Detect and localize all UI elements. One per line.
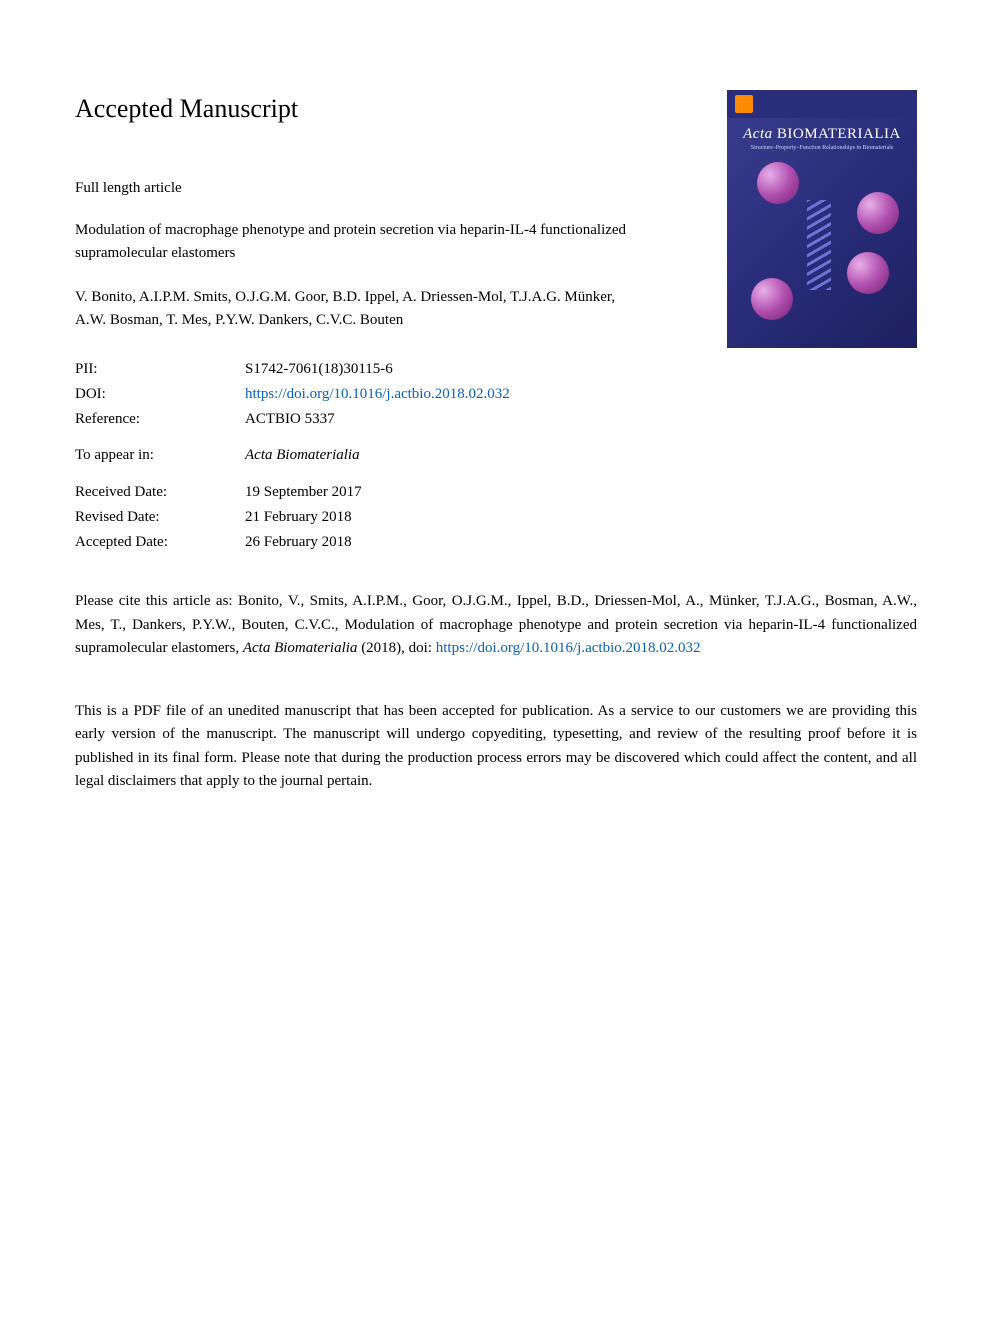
cover-journal-name: Acta BIOMATERIALIA <box>727 126 917 143</box>
meta-value-journal: Acta Biomaterialia <box>245 443 635 468</box>
article-authors: V. Bonito, A.I.P.M. Smits, O.J.G.M. Goor… <box>75 286 635 331</box>
cover-name-part1: Acta <box>743 126 773 142</box>
meta-value: 26 February 2018 <box>245 530 635 555</box>
meta-label: Accepted Date: <box>75 530 245 555</box>
meta-label: Reference: <box>75 407 245 432</box>
article-metadata-block: Full length article Modulation of macrop… <box>75 180 635 554</box>
meta-row-received: Received Date: 19 September 2017 <box>75 480 635 505</box>
disclaimer-text: This is a PDF file of an unedited manusc… <box>75 700 917 793</box>
meta-row-accepted: Accepted Date: 26 February 2018 <box>75 530 635 555</box>
meta-value: ACTBIO 5337 <box>245 407 635 432</box>
journal-cover-thumbnail: Acta BIOMATERIALIA Structure–Property–Fu… <box>727 90 917 348</box>
meta-label: PII: <box>75 357 245 382</box>
publisher-logo-icon <box>735 95 753 113</box>
cover-subtitle: Structure–Property–Function Relationship… <box>727 145 917 151</box>
meta-label: To appear in: <box>75 443 245 468</box>
meta-row-appear: To appear in: Acta Biomaterialia <box>75 443 635 468</box>
meta-row-doi: DOI: https://doi.org/10.1016/j.actbio.20… <box>75 382 635 407</box>
meta-label: Received Date: <box>75 480 245 505</box>
citation-year: (2018), doi: <box>357 640 435 656</box>
meta-row-revised: Revised Date: 21 February 2018 <box>75 505 635 530</box>
meta-label: DOI: <box>75 382 245 407</box>
cover-sphere-icon <box>751 278 793 320</box>
document-title: Accepted Manuscript <box>75 94 298 124</box>
meta-value: S1742-7061(18)30115-6 <box>245 357 635 382</box>
citation-journal: Acta Biomaterialia <box>243 640 358 656</box>
cover-name-part2: BIOMATERIALIA <box>777 126 901 142</box>
meta-row-reference: Reference: ACTBIO 5337 <box>75 407 635 432</box>
cover-helix-icon <box>807 200 831 290</box>
metadata-table: PII: S1742-7061(18)30115-6 DOI: https://… <box>75 357 635 554</box>
meta-label: Revised Date: <box>75 505 245 530</box>
doi-link[interactable]: https://doi.org/10.1016/j.actbio.2018.02… <box>245 382 635 407</box>
cover-sphere-icon <box>857 192 899 234</box>
cover-sphere-icon <box>847 252 889 294</box>
meta-row-pii: PII: S1742-7061(18)30115-6 <box>75 357 635 382</box>
cover-sphere-icon <box>757 162 799 204</box>
meta-value: 19 September 2017 <box>245 480 635 505</box>
citation-text: Please cite this article as: Bonito, V.,… <box>75 590 917 660</box>
article-type: Full length article <box>75 180 635 197</box>
article-title: Modulation of macrophage phenotype and p… <box>75 219 635 264</box>
meta-value: 21 February 2018 <box>245 505 635 530</box>
cover-publisher-bar <box>727 90 917 118</box>
citation-doi-link[interactable]: https://doi.org/10.1016/j.actbio.2018.02… <box>436 640 701 656</box>
